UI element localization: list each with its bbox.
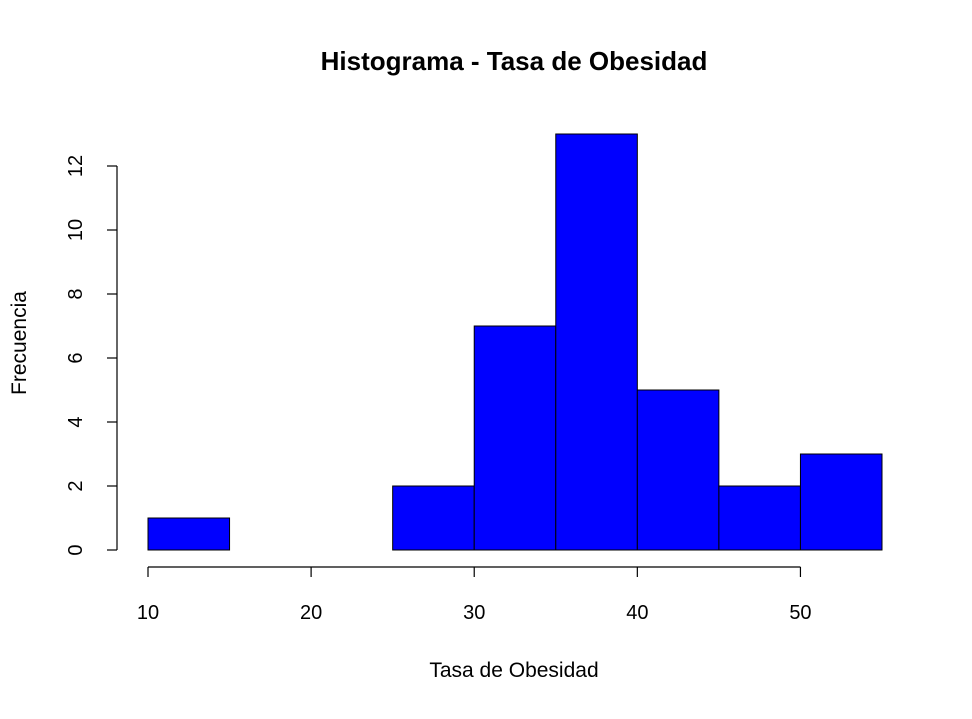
x-axis: 10 20 30 40 50	[137, 566, 812, 624]
histogram-bar-45-50	[718, 485, 801, 551]
y-tick-label: 4	[65, 416, 87, 427]
y-tick-label: 8	[65, 288, 87, 299]
x-axis-label: Tasa de Obesidad	[429, 659, 598, 682]
histogram-bar-30-35	[473, 325, 557, 551]
histogram-bar-10-15	[147, 517, 231, 551]
y-axis: 0 2 4 6 8 10 12	[65, 155, 118, 556]
histogram-bar-35-40	[555, 133, 638, 551]
y-tick-label: 0	[65, 544, 87, 555]
y-tick-label: 6	[65, 352, 87, 363]
histogram-bar-25-30	[392, 485, 475, 551]
x-tick-label: 30	[463, 602, 485, 624]
y-tick-label: 12	[65, 155, 87, 177]
y-tick-label: 10	[65, 219, 87, 241]
bars-group	[147, 133, 883, 551]
y-axis-label: Frecuencia	[8, 291, 31, 395]
x-tick-label: 40	[626, 602, 648, 624]
chart-title: Histograma - Tasa de Obesidad	[321, 46, 708, 76]
x-tick-label: 50	[789, 602, 811, 624]
y-tick-label: 2	[65, 480, 87, 491]
x-tick-label: 10	[137, 602, 159, 624]
histogram-bar-40-45	[636, 389, 720, 551]
histogram-bar-50-55	[799, 453, 883, 551]
x-tick-label: 20	[300, 602, 322, 624]
